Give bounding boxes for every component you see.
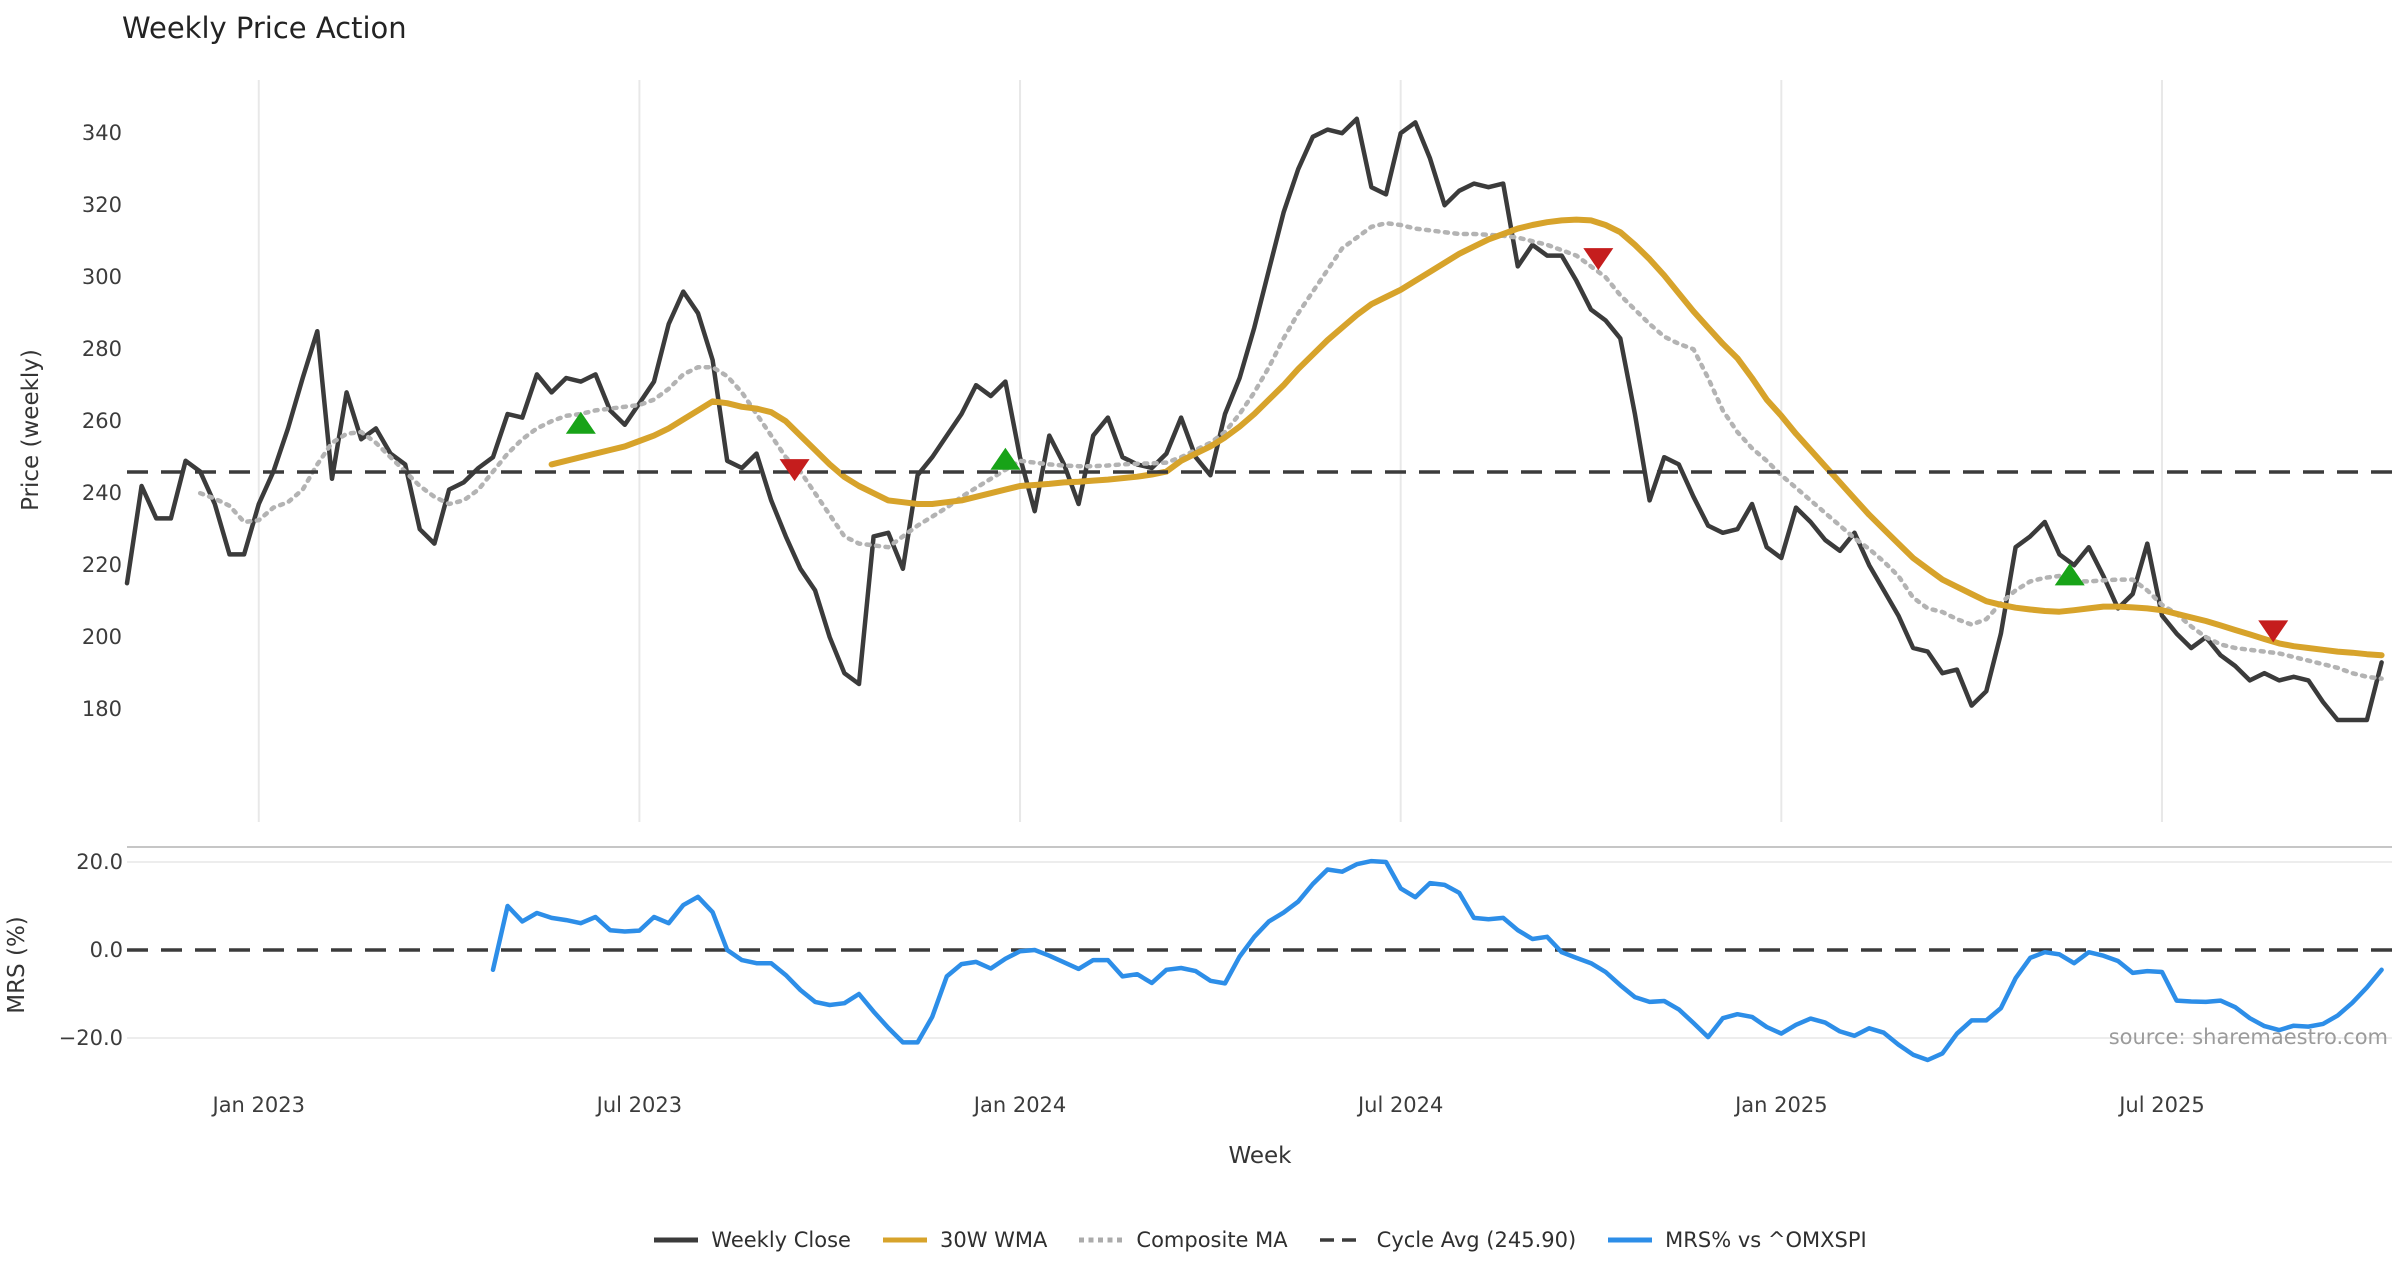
x-tick-label: Jul 2025	[2117, 1093, 2204, 1117]
mrs-panel-gridlines	[127, 846, 2392, 1039]
price-axis-label: Price (weekly)	[18, 349, 44, 511]
signal-markers	[565, 248, 2289, 643]
buy-signal-marker	[565, 411, 596, 434]
legend-swatch	[654, 1237, 699, 1243]
price-tick-label: 340	[82, 121, 122, 145]
price-tick-label: 260	[82, 409, 122, 433]
price-panel-series	[124, 116, 2392, 723]
legend-item-cycle-avg-245-90: Cycle Avg (245.90)	[1318, 1228, 1577, 1252]
legend-swatch	[882, 1237, 927, 1243]
legend-swatch	[1319, 1238, 1364, 1242]
legend-item-weekly-close: Weekly Close	[652, 1228, 851, 1252]
chart-title: Weekly Price Action	[122, 11, 407, 45]
legend-label: Composite MA	[1136, 1228, 1288, 1252]
legend-item-30w-wma: 30W WMA	[881, 1228, 1047, 1252]
price-tick-label: 200	[82, 625, 122, 649]
sell-signal-marker	[779, 459, 810, 482]
legend-item-composite-ma: Composite MA	[1077, 1228, 1288, 1252]
legend-label: Weekly Close	[711, 1228, 851, 1252]
legend-swatch	[1079, 1237, 1124, 1243]
x-tick-label: Jan 2024	[972, 1093, 1067, 1117]
mrs-panel-series	[127, 858, 2392, 1063]
mrs-tick-label: 20.0	[76, 850, 123, 874]
axis-tick-labels: 180 200 220 240 260 280 300 320 340 −20.0 0.0 20.0 J…	[59, 121, 2205, 1117]
mrs-tick-label: 0.0	[90, 938, 123, 962]
legend-swatch	[1608, 1237, 1653, 1243]
mrs-line	[490, 858, 2384, 1063]
source-note: source: sharemaestro.com	[2109, 1025, 2388, 1049]
sell-signal-marker	[2258, 620, 2289, 643]
x-tick-label: Jan 2025	[1733, 1093, 1828, 1117]
price-tick-label: 300	[82, 265, 122, 289]
price-tick-label: 320	[82, 193, 122, 217]
composite-ma-line	[197, 220, 2384, 681]
x-tick-label: Jan 2023	[211, 1093, 306, 1117]
legend-label: Cycle Avg (245.90)	[1376, 1228, 1577, 1252]
buy-signal-marker	[2054, 563, 2085, 586]
sell-signal-marker	[1583, 248, 1614, 271]
weekly-close-line	[124, 116, 2384, 723]
mrs-axis-label: MRS (%)	[4, 916, 30, 1014]
price-panel-gridlines	[257, 80, 2163, 822]
30w-wma-line	[548, 216, 2385, 659]
legend-label: MRS% vs ^OMXSPI	[1665, 1228, 1867, 1252]
mrs-tick-label: −20.0	[59, 1026, 123, 1050]
legend-item-mrs-vs-omxspi: MRS% vs ^OMXSPI	[1606, 1228, 1867, 1252]
legend: Weekly Close 30W WMA Composite MA Cycle Avg…	[127, 1220, 2392, 1260]
price-tick-label: 280	[82, 337, 122, 361]
price-tick-label: 180	[82, 697, 122, 721]
x-tick-label: Jul 2024	[1356, 1093, 1443, 1117]
price-tick-label: 220	[82, 553, 122, 577]
price-tick-label: 240	[82, 481, 122, 505]
x-tick-label: Jul 2023	[595, 1093, 682, 1117]
buy-signal-marker	[990, 447, 1021, 470]
legend-label: 30W WMA	[939, 1228, 1048, 1252]
x-axis-label: Week	[1228, 1143, 1292, 1169]
